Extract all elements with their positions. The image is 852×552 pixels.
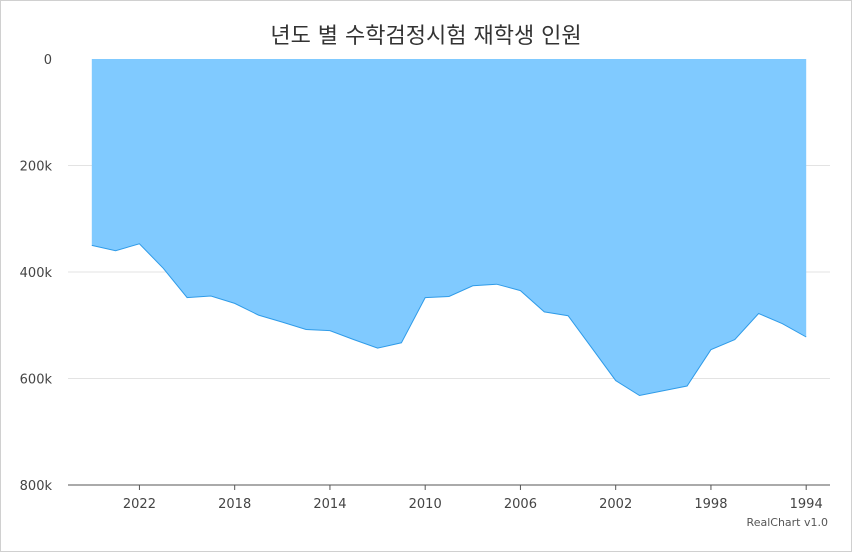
- x-axis: [68, 484, 830, 490]
- area-line: [91, 243, 807, 397]
- y-tick-label: 800k: [20, 479, 53, 494]
- y-tick-label: 400k: [20, 266, 53, 281]
- y-tick-label: 600k: [20, 373, 53, 388]
- x-tick-label: 1998: [694, 497, 727, 512]
- x-tick-label: 2002: [599, 497, 632, 512]
- x-tick-label: 2010: [409, 497, 442, 512]
- x-tick-label: 2006: [504, 497, 537, 512]
- area-layer: [91, 59, 807, 397]
- area-fill: [91, 59, 807, 396]
- x-tick-label: 2014: [313, 497, 346, 512]
- y-tick-label: 0: [44, 53, 52, 68]
- x-tick-label: 1994: [790, 497, 823, 512]
- y-tick-label: 200k: [20, 160, 53, 175]
- x-axis-labels: 2022 2018 2014 2010 2006 2002 1998 1994: [123, 497, 823, 512]
- x-tick-label: 2022: [123, 497, 156, 512]
- chart-credit: RealChart v1.0: [746, 516, 828, 529]
- chart-title: 년도 별 수학검정시험 재학생 인원: [270, 24, 582, 49]
- y-axis-labels: 0 200k 400k 600k 800k: [20, 53, 53, 494]
- x-tick-label: 2018: [218, 497, 251, 512]
